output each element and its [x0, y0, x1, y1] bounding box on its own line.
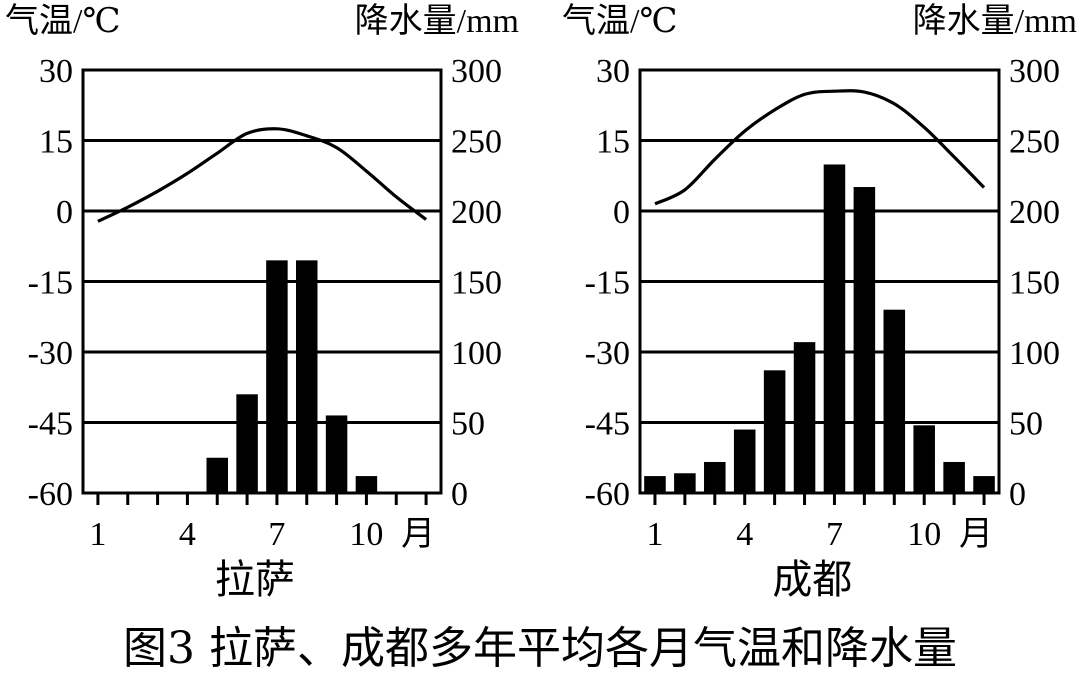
month-label: 1 [646, 516, 663, 553]
precipitation-tick-label: 200 [451, 194, 502, 231]
precipitation-tick-label: 0 [451, 476, 468, 513]
month-label: 10 [349, 516, 383, 553]
climate-charts: 气温/℃ 降水量/mm30150-15-30-45-603002502001501… [5, 2, 1077, 602]
temperature-tick-label: -30 [585, 335, 630, 372]
figure-caption: 图3 拉萨、成都多年平均各月气温和降水量 [123, 623, 957, 674]
temperature-tick-label: 0 [56, 194, 73, 231]
precipitation-bar [853, 187, 876, 493]
precipitation-bar [913, 425, 935, 493]
month-unit-label: 月 [959, 516, 993, 553]
precipitation-bar [644, 476, 666, 493]
precipitation-axis-title: 降水量/mm [913, 2, 1077, 40]
precipitation-tick-label: 0 [1009, 476, 1026, 513]
precipitation-tick-label: 300 [1009, 53, 1060, 90]
temperature-tick-label: 30 [596, 53, 630, 90]
temperature-tick-label: -45 [28, 406, 73, 443]
precipitation-axis-title: 降水量/mm [355, 2, 519, 40]
precipitation-bar [973, 476, 995, 493]
station-name: 成都 [772, 557, 852, 602]
precipitation-tick-label: 100 [1009, 335, 1060, 372]
precipitation-bar [355, 476, 378, 493]
temperature-line [654, 89, 986, 206]
precipitation-bar [883, 309, 906, 493]
plot-frame [81, 68, 443, 495]
precipitation-tick-label: 150 [1009, 265, 1060, 302]
temperature-tick-label: 30 [39, 53, 73, 90]
precipitation-tick-label: 250 [451, 124, 502, 161]
precipitation-tick-label: 50 [451, 406, 485, 443]
temperature-tick-label: -60 [585, 476, 630, 513]
temperature-line [97, 127, 428, 223]
precipitation-bar [943, 461, 965, 493]
precipitation-bar [704, 461, 726, 493]
month-label: 7 [826, 516, 843, 553]
temperature-tick-label: 0 [613, 194, 630, 231]
temperature-tick-label: 15 [39, 124, 73, 161]
temperature-axis-title: 气温/℃ [562, 2, 677, 40]
precipitation-tick-label: 250 [1009, 124, 1060, 161]
precipitation-bar [823, 164, 846, 493]
month-label: 4 [736, 516, 753, 553]
month-label: 7 [268, 516, 285, 553]
precipitation-bar [296, 260, 318, 493]
precipitation-bar [236, 394, 258, 493]
temperature-axis-title: 气温/℃ [5, 2, 120, 40]
precipitation-bar [206, 457, 228, 493]
month-unit-label: 月 [401, 516, 435, 553]
temperature-tick-label: 15 [596, 124, 630, 161]
plot-frame [638, 68, 1001, 495]
precipitation-bar [325, 415, 348, 493]
temperature-tick-label: -45 [585, 406, 630, 443]
precipitation-bar [733, 429, 756, 493]
precipitation-tick-label: 300 [451, 53, 502, 90]
precipitation-bar [266, 260, 288, 493]
precipitation-tick-label: 100 [451, 335, 502, 372]
station-name: 拉萨 [215, 557, 295, 602]
temperature-tick-label: -15 [28, 265, 73, 302]
precipitation-bar [763, 370, 786, 493]
temperature-tick-label: -30 [28, 335, 73, 372]
month-label: 1 [89, 516, 106, 553]
month-label: 4 [179, 516, 196, 553]
precipitation-bar [793, 342, 816, 493]
month-label: 10 [907, 516, 941, 553]
precipitation-tick-label: 150 [451, 265, 502, 302]
precipitation-bar [674, 473, 696, 493]
temperature-tick-label: -60 [28, 476, 73, 513]
temperature-tick-label: -15 [585, 265, 630, 302]
precipitation-tick-label: 50 [1009, 406, 1043, 443]
precipitation-tick-label: 200 [1009, 194, 1060, 231]
